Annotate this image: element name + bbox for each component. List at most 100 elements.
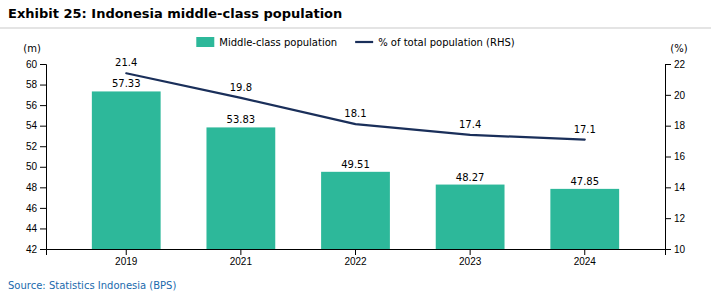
y2-tick-mark [665, 126, 671, 127]
y-tick: 46 [26, 203, 46, 214]
y2-tick-mark [665, 157, 671, 158]
y-tick: 42 [26, 244, 46, 255]
y2-axis: 10 12 14 16 18 20 22 [665, 59, 686, 255]
bar [206, 127, 275, 249]
y-axis-label: (m) [23, 43, 41, 54]
y-tick-mark [40, 105, 46, 106]
y-tick-mark [40, 167, 46, 168]
bar-label: 47.85 [570, 176, 599, 187]
legend-swatch [355, 41, 373, 43]
bar [321, 172, 390, 249]
x-tick-label: 2019 [115, 256, 138, 267]
y2-tick: 12 [665, 213, 686, 224]
y-tick: 52 [26, 141, 46, 152]
x-tick-mark [355, 249, 356, 255]
y-tick-label: 56 [26, 100, 38, 111]
y-axis: 42 44 46 48 50 52 54 56 58 60 [26, 59, 47, 255]
bar-label: 48.27 [456, 172, 485, 183]
y-tick-label: 44 [26, 223, 38, 234]
x-tick-mark [470, 249, 471, 255]
y2-tick-mark [665, 187, 671, 188]
y2-tick-label: 18 [674, 120, 686, 131]
x-tick-label: 2022 [344, 256, 367, 267]
x-tick: 2024 [574, 249, 597, 267]
y-tick: 48 [26, 182, 46, 193]
y2-tick-mark [665, 95, 671, 96]
marks [92, 73, 619, 249]
x-tick: 2019 [115, 249, 138, 267]
x-tick: 2023 [459, 249, 482, 267]
y2-tick: 16 [665, 151, 686, 162]
bar-label: 57.33 [112, 78, 141, 89]
y-axis-line [40, 65, 47, 250]
title: Exhibit 25: Indonesia middle-class popul… [8, 6, 342, 21]
y2-tick-mark [665, 64, 671, 65]
y2-tick: 22 [665, 59, 686, 70]
y-tick-label: 48 [26, 182, 38, 193]
chart: Exhibit 25: Indonesia middle-class popul… [0, 0, 711, 295]
bar [436, 185, 505, 249]
y-tick-mark [40, 249, 46, 250]
y-tick: 56 [26, 100, 46, 111]
y-tick: 50 [26, 161, 46, 172]
line-label: 17.1 [574, 124, 596, 135]
plot: 4244464850525456586010121416182022201920… [23, 43, 688, 295]
y2-tick: 20 [665, 90, 686, 101]
x-tick-mark [584, 249, 585, 255]
data-labels: 57.33 53.83 49.51 48.27 47.85 21.4 19.8 18.1 17.… [112, 57, 599, 187]
legend-label: Middle-class population [219, 37, 337, 48]
y-tick: 60 [26, 59, 46, 70]
y-tick-label: 60 [26, 59, 38, 70]
y2-tick-mark [665, 218, 671, 219]
legend-swatch [196, 37, 214, 47]
y-tick-mark [40, 208, 46, 209]
y-tick-mark [40, 228, 46, 229]
x-axis: 2019 2021 2022 2023 2024 [47, 249, 666, 267]
bar-label: 49.51 [341, 159, 370, 170]
y2-tick-label: 20 [674, 90, 686, 101]
bar-label: 53.83 [227, 114, 256, 125]
y2-tick: 18 [665, 120, 686, 131]
y2-tick-label: 14 [674, 182, 686, 193]
x-tick-label: 2021 [230, 256, 253, 267]
line-label: 19.8 [230, 82, 252, 93]
y2-tick-label: 22 [674, 59, 686, 70]
y-tick-mark [40, 187, 46, 188]
y-tick-label: 58 [26, 79, 38, 90]
y-tick: 58 [26, 79, 46, 90]
y-tick: 44 [26, 223, 46, 234]
legend-item: Middle-class population [196, 37, 337, 48]
y2-tick-label: 12 [674, 213, 686, 224]
y2-tick-label: 10 [674, 244, 686, 255]
x-tick-label: 2023 [459, 256, 482, 267]
line-label: 21.4 [115, 57, 137, 68]
y-tick-label: 46 [26, 203, 38, 214]
y-tick-mark [40, 126, 46, 127]
y-tick-mark [40, 146, 46, 147]
x-tick-mark [240, 249, 241, 255]
bar [550, 189, 619, 249]
y2-axis-line [666, 65, 672, 250]
y-tick: 54 [26, 120, 46, 131]
line-label: 18.1 [344, 108, 366, 119]
separator [0, 28, 711, 29]
x-tick-label: 2024 [574, 256, 597, 267]
y2-tick: 10 [665, 244, 686, 255]
bar [92, 91, 161, 249]
legend: Middle-class population % of total popula… [196, 37, 515, 48]
y-tick-label: 52 [26, 141, 38, 152]
y-tick-label: 54 [26, 120, 38, 131]
x-tick: 2021 [230, 249, 253, 267]
y-tick-mark [40, 64, 46, 65]
y2-tick: 14 [665, 182, 686, 193]
legend-label: % of total population (RHS) [378, 37, 515, 48]
y2-axis-label: (%) [670, 43, 687, 54]
line [126, 73, 585, 139]
line-label: 17.4 [459, 119, 481, 130]
x-tick: 2022 [344, 249, 367, 267]
y-tick-mark [40, 85, 46, 86]
x-axis-line [47, 250, 666, 256]
legend-item: % of total population (RHS) [355, 37, 515, 48]
source: Source: Statistics Indonesia (BPS) [8, 280, 176, 291]
y2-tick-label: 16 [674, 151, 686, 162]
